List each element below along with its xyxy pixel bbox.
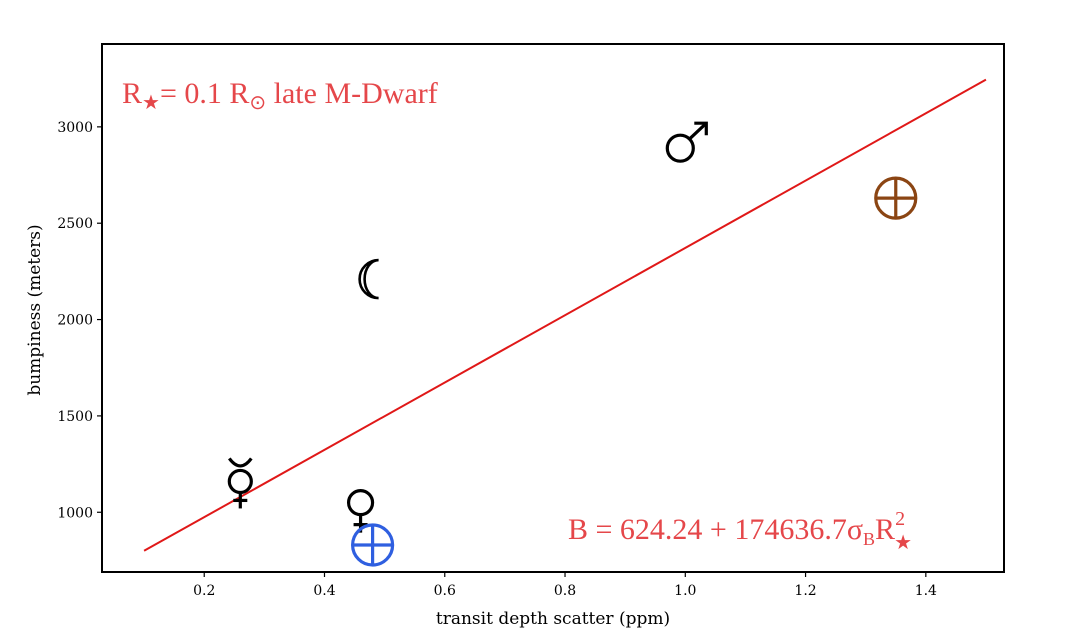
x-tick-label: 1.0 (674, 583, 696, 599)
plot-frame (101, 43, 1005, 573)
x-tick-label: 0.8 (554, 583, 576, 599)
stellar-radius-annotation: R★= 0.1 R⊙ late M-Dwarf (122, 77, 438, 114)
point-earth (351, 523, 395, 567)
x-tick-label: 0.6 (434, 583, 456, 599)
plot-area (101, 43, 1005, 573)
point-moon (358, 258, 379, 300)
data-points (227, 121, 918, 567)
x-tick-label: 0.2 (193, 583, 215, 599)
y-axis-label: bumpiness (meters) (25, 224, 45, 395)
y-axis-ticks: 1000 1500 2000 2500 3000 (57, 120, 102, 521)
x-tick-label: 0.4 (313, 583, 335, 599)
y-tick-label: 2000 (57, 313, 93, 329)
point-mars (665, 121, 708, 163)
y-tick-label: 1000 (57, 505, 93, 521)
y-tick-label: 3000 (57, 120, 93, 136)
point-jupiter (874, 176, 918, 220)
point-mercury (227, 457, 253, 509)
x-tick-label: 1.2 (794, 583, 816, 599)
fit-equation-annotation: B = 624.24 + 174636.7σBR2 ★ (568, 508, 912, 554)
fit-line (143, 78, 987, 552)
x-tick-label: 1.4 (915, 583, 937, 599)
y-tick-label: 2500 (57, 216, 93, 232)
y-tick-label: 1500 (57, 409, 93, 425)
x-axis-label: transit depth scatter (ppm) (436, 609, 670, 629)
x-axis-ticks: 0.2 0.4 0.6 0.8 1.0 1.2 1.4 (193, 572, 937, 599)
